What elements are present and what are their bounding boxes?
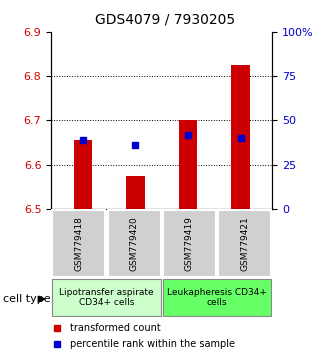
Text: GSM779421: GSM779421 — [240, 216, 249, 271]
Bar — [231, 65, 250, 209]
FancyBboxPatch shape — [108, 210, 161, 277]
FancyBboxPatch shape — [218, 210, 271, 277]
Text: Leukapheresis CD34+
cells: Leukapheresis CD34+ cells — [167, 288, 267, 307]
Text: GSM779418: GSM779418 — [74, 216, 83, 271]
Bar — [74, 140, 92, 209]
Text: Lipotransfer aspirate
CD34+ cells: Lipotransfer aspirate CD34+ cells — [59, 288, 154, 307]
FancyBboxPatch shape — [52, 210, 105, 277]
Bar — [179, 120, 197, 209]
Text: transformed count: transformed count — [70, 323, 161, 333]
Bar — [126, 176, 145, 209]
Text: GSM779420: GSM779420 — [130, 216, 139, 271]
Text: GSM779419: GSM779419 — [185, 216, 194, 271]
FancyBboxPatch shape — [163, 279, 271, 316]
Text: percentile rank within the sample: percentile rank within the sample — [70, 339, 235, 349]
Text: cell type: cell type — [3, 294, 51, 304]
FancyBboxPatch shape — [163, 210, 216, 277]
FancyBboxPatch shape — [52, 279, 161, 316]
Text: GDS4079 / 7930205: GDS4079 / 7930205 — [95, 12, 235, 27]
